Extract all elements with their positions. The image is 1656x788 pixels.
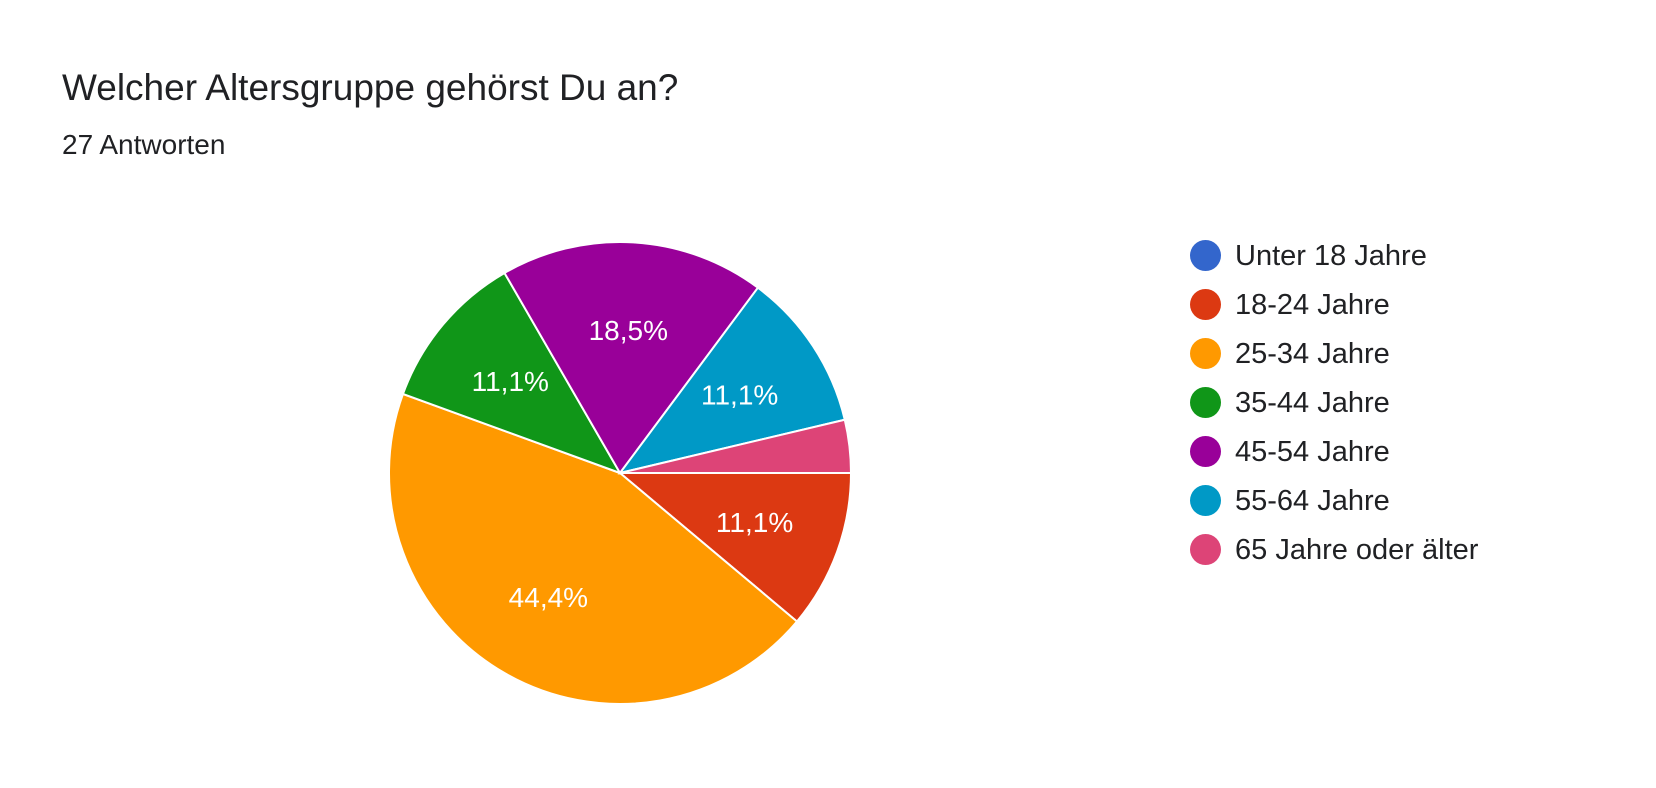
legend-swatch-icon bbox=[1190, 485, 1221, 516]
legend-swatch-icon bbox=[1190, 534, 1221, 565]
legend-item[interactable]: 18-24 Jahre bbox=[1190, 289, 1478, 338]
legend-item[interactable]: 25-34 Jahre bbox=[1190, 338, 1478, 387]
chart-legend: Unter 18 Jahre 18-24 Jahre 25-34 Jahre 35-4… bbox=[1190, 240, 1478, 583]
legend-label: Unter 18 Jahre bbox=[1235, 240, 1427, 272]
legend-label: 65 Jahre oder älter bbox=[1235, 534, 1479, 566]
slice-percent-label: 44,4% bbox=[509, 582, 588, 613]
pie-slice-65-jahre-oder-lter[interactable] bbox=[619, 418, 853, 474]
response-count: 27 Antworten bbox=[62, 129, 226, 160]
pie-slice-25-34-jahre[interactable] bbox=[388, 392, 799, 705]
pie-slice-18-24-jahre[interactable] bbox=[617, 472, 853, 623]
legend-swatch-icon bbox=[1190, 338, 1221, 369]
legend-item[interactable]: 45-54 Jahre bbox=[1190, 436, 1478, 485]
legend-item[interactable]: Unter 18 Jahre bbox=[1190, 240, 1478, 289]
legend-label: 45-54 Jahre bbox=[1235, 436, 1390, 468]
pie-slice-55-64-jahre[interactable] bbox=[617, 286, 846, 475]
slice-percent-label: 18,5% bbox=[589, 315, 668, 346]
legend-label: 18-24 Jahre bbox=[1235, 289, 1390, 321]
legend-swatch-icon bbox=[1190, 289, 1221, 320]
chart-title: Welcher Altersgruppe gehörst Du an? bbox=[62, 67, 679, 108]
pie-slice-35-44-jahre[interactable] bbox=[401, 271, 623, 475]
pie-slice-45-54-jahre[interactable] bbox=[503, 241, 760, 475]
slice-percent-label: 11,1% bbox=[472, 366, 549, 397]
legend-item[interactable]: 55-64 Jahre bbox=[1190, 485, 1478, 534]
legend-item[interactable]: 35-44 Jahre bbox=[1190, 387, 1478, 436]
legend-label: 25-34 Jahre bbox=[1235, 338, 1390, 370]
legend-swatch-icon bbox=[1190, 387, 1221, 418]
legend-item[interactable]: 65 Jahre oder älter bbox=[1190, 534, 1478, 583]
slice-percent-label: 11,1% bbox=[716, 507, 793, 538]
legend-label: 55-64 Jahre bbox=[1235, 485, 1390, 517]
legend-label: 35-44 Jahre bbox=[1235, 387, 1390, 419]
legend-swatch-icon bbox=[1190, 436, 1221, 467]
legend-swatch-icon bbox=[1190, 240, 1221, 271]
slice-percent-label: 11,1% bbox=[701, 379, 778, 410]
